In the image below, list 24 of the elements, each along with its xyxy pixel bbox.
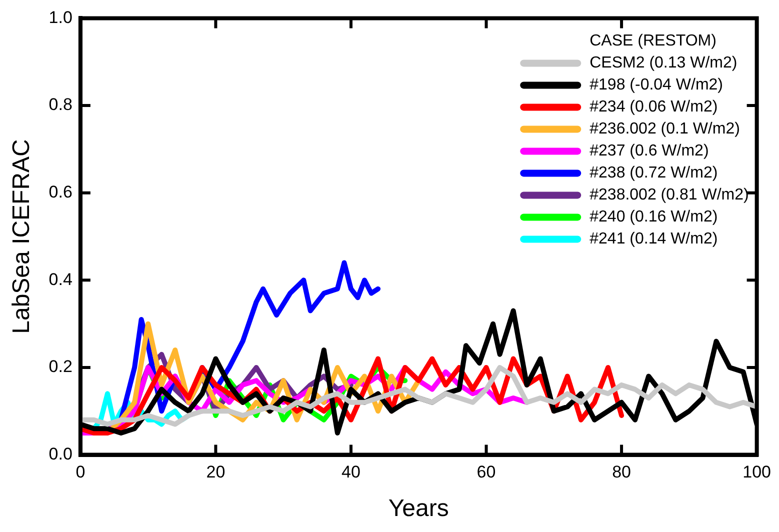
- legend-label: #241 (0.14 W/m2): [590, 230, 718, 248]
- legend-label: #240 (0.16 W/m2): [590, 208, 718, 226]
- legend-label: #198 (-0.04 W/m2): [590, 76, 724, 94]
- legend-label: #238.002 (0.81 W/m2): [590, 186, 749, 204]
- y-tick-label: 0.2: [48, 357, 72, 376]
- legend-label: #238 (0.72 W/m2): [590, 164, 718, 182]
- x-tick-label: 60: [476, 462, 496, 482]
- y-tick-label: 1.0: [48, 8, 72, 27]
- y-tick-label: 0.6: [48, 182, 72, 202]
- legend-label: #237 (0.6 W/m2): [590, 142, 709, 160]
- legend-label: CESM2 (0.13 W/m2): [590, 54, 738, 72]
- x-tick-label: 80: [612, 462, 631, 482]
- legend-title: CASE (RESTOM): [590, 32, 716, 50]
- y-tick-label: 0.0: [48, 444, 72, 464]
- x-axis-title: Years: [388, 495, 449, 522]
- x-tick-label: 100: [742, 462, 772, 482]
- x-tick-label: 20: [206, 462, 226, 482]
- x-tick-label: 40: [342, 462, 360, 482]
- legend-label: #234 (0.06 W/m2): [590, 98, 718, 116]
- x-tick-label: 0: [76, 462, 86, 482]
- y-axis-title: LabSea ICEFRAC: [8, 139, 36, 334]
- y-tick-label: 0.4: [48, 270, 72, 289]
- legend-label: #236.002 (0.1 W/m2): [590, 120, 740, 138]
- y-tick-label: 0.8: [48, 95, 72, 114]
